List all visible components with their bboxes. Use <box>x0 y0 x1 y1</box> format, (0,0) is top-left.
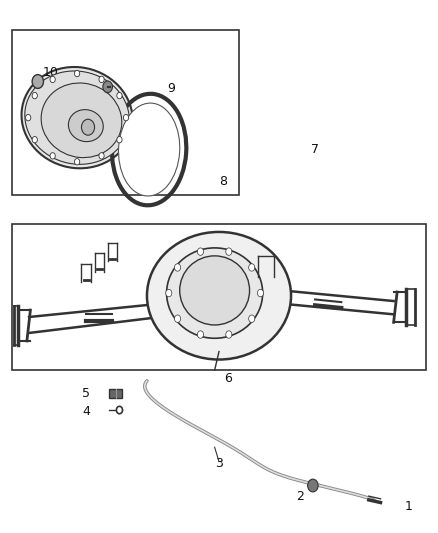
Circle shape <box>307 479 318 492</box>
Ellipse shape <box>21 67 133 168</box>
Circle shape <box>198 248 204 255</box>
Circle shape <box>226 331 232 338</box>
Ellipse shape <box>147 232 291 360</box>
Circle shape <box>117 136 122 143</box>
Text: 3: 3 <box>215 457 223 470</box>
Circle shape <box>249 315 255 322</box>
Ellipse shape <box>41 83 122 158</box>
Circle shape <box>117 92 122 99</box>
Circle shape <box>249 264 255 271</box>
Bar <box>12 30 239 195</box>
Text: 7: 7 <box>311 143 319 156</box>
Circle shape <box>198 331 204 338</box>
Circle shape <box>124 115 129 121</box>
Text: 6: 6 <box>224 372 232 385</box>
Ellipse shape <box>166 248 263 338</box>
Circle shape <box>74 159 80 165</box>
Bar <box>12 224 426 370</box>
Circle shape <box>103 81 113 93</box>
Text: 5: 5 <box>82 386 90 400</box>
Text: 4: 4 <box>82 405 90 417</box>
Text: 10: 10 <box>43 66 59 79</box>
Ellipse shape <box>25 71 129 164</box>
Circle shape <box>25 115 31 121</box>
Circle shape <box>166 289 172 297</box>
Circle shape <box>32 92 37 99</box>
Ellipse shape <box>119 103 180 196</box>
Circle shape <box>117 406 123 414</box>
Ellipse shape <box>180 256 250 325</box>
Text: 2: 2 <box>296 490 304 503</box>
Text: 9: 9 <box>167 82 175 95</box>
Circle shape <box>99 152 104 159</box>
Circle shape <box>74 70 80 77</box>
Circle shape <box>81 119 95 135</box>
Circle shape <box>99 76 104 83</box>
Ellipse shape <box>68 110 103 142</box>
Text: 8: 8 <box>219 175 227 188</box>
Circle shape <box>258 289 264 297</box>
Circle shape <box>174 264 180 271</box>
Circle shape <box>50 152 55 159</box>
Circle shape <box>50 76 55 83</box>
Circle shape <box>174 315 180 322</box>
Circle shape <box>32 75 43 88</box>
Text: 1: 1 <box>405 500 413 513</box>
Bar <box>109 389 122 398</box>
Circle shape <box>32 136 37 143</box>
Circle shape <box>226 248 232 255</box>
